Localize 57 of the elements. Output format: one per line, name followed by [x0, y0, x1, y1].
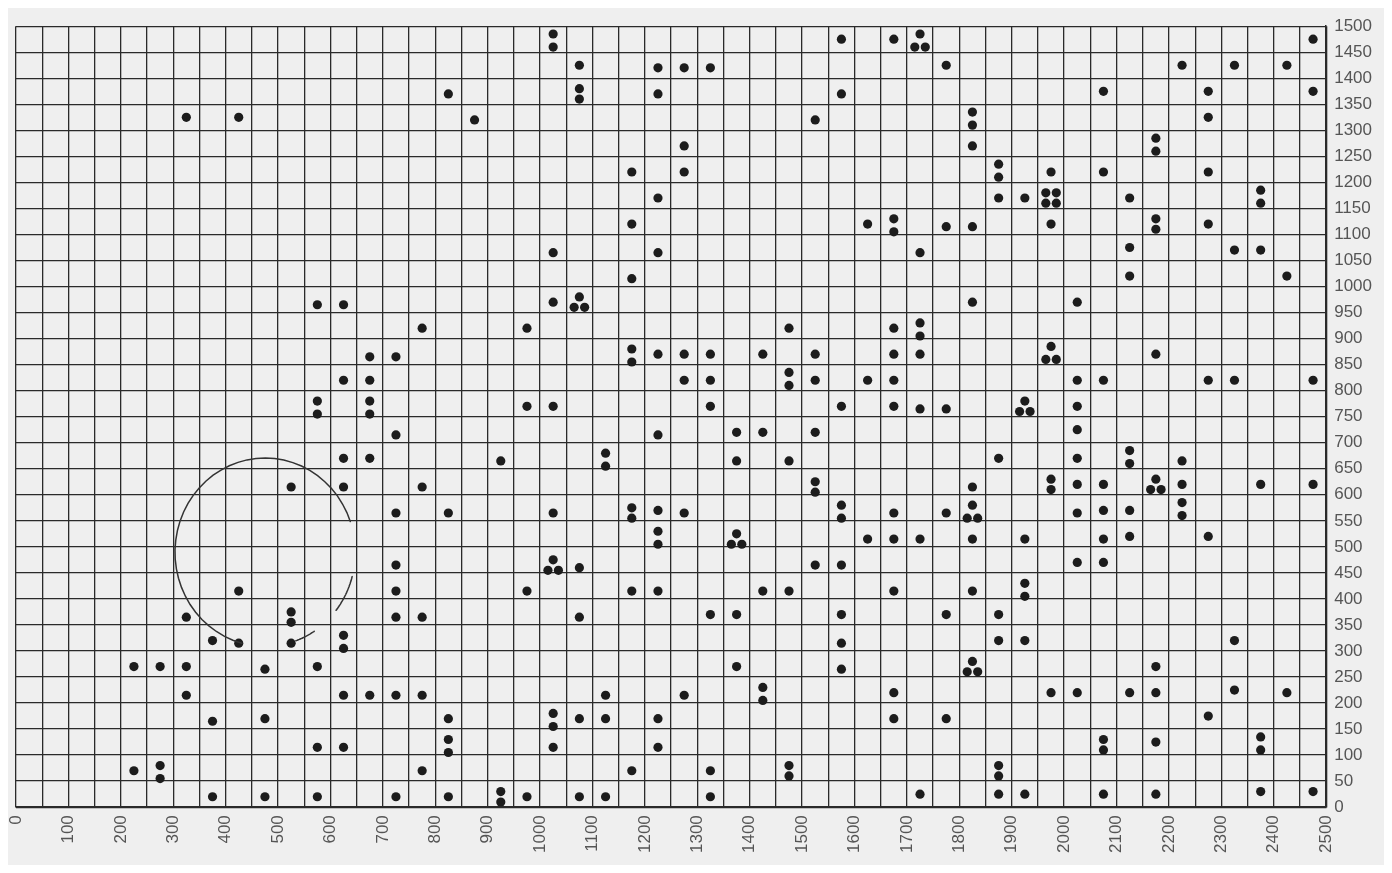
y-tick-label: 1500 — [1334, 15, 1373, 35]
y-tick-label: 200 — [1334, 692, 1363, 712]
x-tick-label: 2100 — [1106, 815, 1126, 854]
y-tick-label: 800 — [1334, 380, 1363, 400]
y-tick-label: 600 — [1334, 484, 1363, 504]
x-tick-label: 1500 — [791, 815, 811, 854]
y-tick-label: 0 — [1334, 796, 1344, 816]
y-tick-label: 350 — [1334, 614, 1363, 634]
x-tick-label: 800 — [424, 815, 444, 844]
y-tick-label: 1050 — [1334, 250, 1373, 270]
y-tick-label: 1250 — [1334, 146, 1373, 166]
y-tick-label: 1000 — [1334, 276, 1373, 296]
y-tick-label: 1200 — [1334, 172, 1373, 192]
y-tick-label: 100 — [1334, 744, 1363, 764]
x-tick-label: 100 — [58, 815, 78, 844]
x-tick-label: 2200 — [1158, 815, 1178, 854]
x-tick-label: 1200 — [634, 815, 654, 854]
y-tick-label: 1150 — [1334, 198, 1371, 218]
y-tick-label: 900 — [1334, 328, 1363, 348]
y-tick-label: 1100 — [1334, 224, 1371, 244]
x-tick-label: 1600 — [844, 815, 864, 854]
x-tick-label: 1100 — [582, 815, 602, 852]
y-tick-label: 1350 — [1334, 93, 1373, 113]
x-tick-label: 1800 — [949, 815, 969, 854]
y-tick-label: 300 — [1334, 640, 1363, 660]
x-tick-label: 700 — [372, 815, 392, 844]
y-tick-label: 450 — [1334, 562, 1363, 582]
y-tick-label: 400 — [1334, 588, 1363, 608]
y-tick-label: 550 — [1334, 510, 1363, 530]
x-tick-label: 1900 — [1001, 815, 1021, 854]
y-tick-label: 1400 — [1334, 67, 1373, 87]
y-tick-label: 1300 — [1334, 120, 1373, 140]
y-tick-label: 950 — [1334, 302, 1363, 322]
y-tick-label: 500 — [1334, 536, 1363, 556]
x-tick-label: 200 — [110, 815, 130, 844]
x-tick-label: 2000 — [1053, 815, 1073, 854]
y-tick-label: 750 — [1334, 406, 1363, 426]
y-tick-label: 1450 — [1334, 41, 1373, 61]
y-tick-label: 50 — [1334, 770, 1354, 790]
x-tick-label: 600 — [320, 815, 340, 844]
x-tick-label: 1300 — [686, 815, 706, 854]
y-tick-label: 700 — [1334, 432, 1363, 452]
y-tick-label: 850 — [1334, 354, 1363, 374]
x-tick-label: 0 — [5, 815, 25, 825]
x-tick-label: 300 — [162, 815, 182, 844]
y-tick-label: 650 — [1334, 458, 1363, 478]
x-tick-label: 400 — [215, 815, 235, 844]
x-tick-label: 2500 — [1315, 815, 1335, 854]
x-tick-label: 2300 — [1211, 815, 1231, 854]
y-tick-label: 250 — [1334, 666, 1363, 686]
x-tick-label: 900 — [477, 815, 497, 844]
x-tick-label: 2400 — [1263, 815, 1283, 854]
x-tick-label: 1000 — [529, 815, 549, 854]
x-tick-label: 1400 — [739, 815, 759, 854]
x-tick-label: 500 — [267, 815, 287, 844]
x-tick-label: 1700 — [896, 815, 916, 854]
y-tick-label: 150 — [1334, 718, 1363, 738]
